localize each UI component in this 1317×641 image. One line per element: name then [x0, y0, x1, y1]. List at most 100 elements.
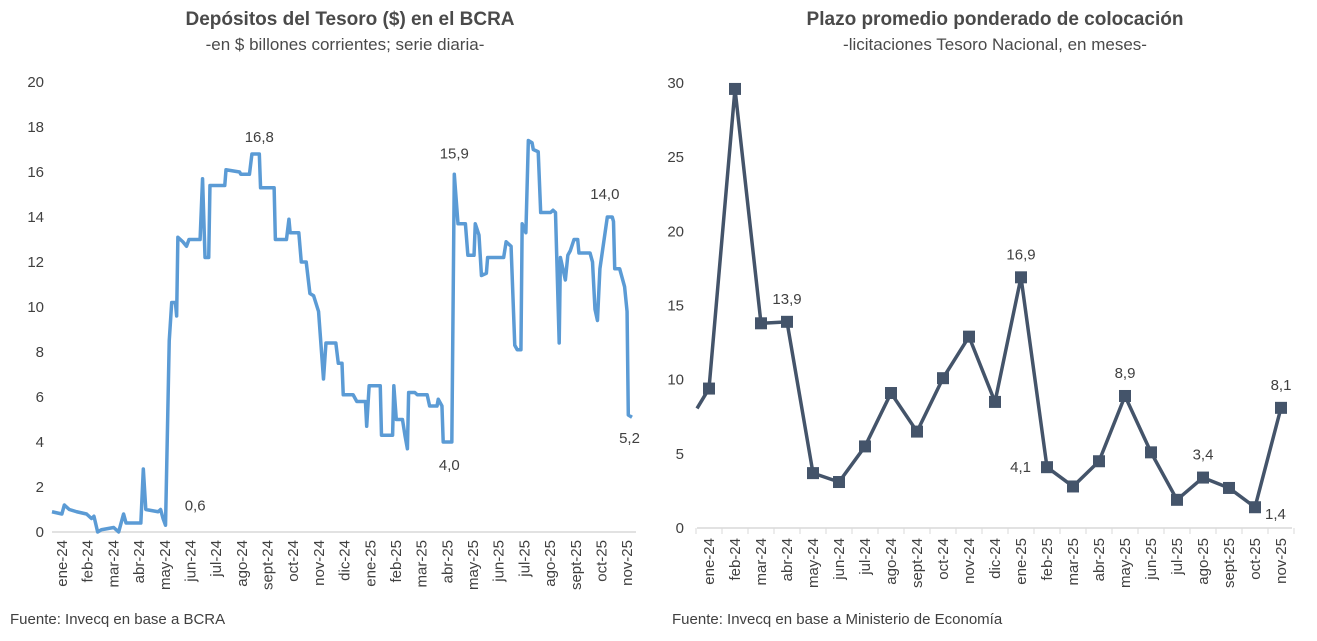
right-series-marker [1171, 493, 1183, 506]
right-series-marker [989, 395, 1001, 408]
right-x-tick-label: dic-24 [987, 538, 1004, 579]
right-x-tick-label: abr-24 [779, 538, 796, 581]
left-x-tick-label: may-24 [157, 540, 174, 590]
left-data-label: 5,2 [619, 430, 640, 447]
right-data-label: 3,4 [1193, 447, 1214, 464]
right-series-marker [1275, 401, 1287, 414]
right-chart-source: Fuente: Invecq en base a Ministerio de E… [672, 611, 1003, 628]
right-y-tick-label: 0 [676, 520, 684, 537]
right-series-marker [859, 440, 871, 453]
left-x-tick-label: mar-25 [414, 540, 431, 588]
right-series-marker [1067, 480, 1079, 493]
right-data-label: 13,9 [772, 291, 801, 308]
left-x-tick-label: jun-25 [491, 540, 508, 583]
right-series-marker [1015, 271, 1027, 284]
right-series-marker [833, 476, 845, 489]
left-x-tick-label: jul-24 [208, 540, 225, 578]
left-y-tick-label: 2 [36, 479, 44, 496]
right-series-marker [781, 315, 793, 328]
left-x-tick-label: oct-25 [593, 540, 610, 582]
right-x-tick-label: ene-25 [1013, 538, 1030, 585]
right-x-tick-label: jul-25 [1169, 538, 1186, 576]
left-x-tick-label: ago-24 [234, 540, 251, 587]
left-x-tick-label: feb-24 [80, 540, 97, 583]
right-series-marker [703, 382, 715, 395]
right-x-tick-label: ene-24 [701, 538, 718, 585]
left-chart-subtitle: -en $ billones corrientes; serie diaria- [205, 35, 485, 54]
right-series-marker [755, 317, 767, 330]
right-series-marker [937, 372, 949, 385]
left-x-tick-label: ene-24 [54, 540, 71, 587]
left-x-tick-label: abr-25 [439, 540, 456, 583]
right-series-marker [807, 467, 819, 480]
left-x-tick-label: jul-25 [516, 540, 533, 578]
right-x-tick-label: sept-25 [1221, 538, 1238, 588]
right-x-tick-label: abr-25 [1091, 538, 1108, 581]
left-chart-source: Fuente: Invecq en base a BCRA [10, 611, 226, 628]
right-x-tick-label: nov-24 [961, 538, 978, 584]
right-y-tick-label: 25 [667, 149, 684, 166]
right-data-label: 8,9 [1115, 365, 1136, 382]
right-x-tick-label: ago-25 [1195, 538, 1212, 585]
right-data-label: 16,9 [1006, 246, 1035, 263]
right-series-marker [1223, 481, 1235, 494]
right-x-tick-label: nov-25 [1273, 538, 1290, 584]
right-series-marker [1041, 461, 1053, 474]
left-y-tick-label: 14 [27, 209, 44, 226]
left-series-line [51, 138, 633, 534]
right-y-tick-label: 5 [676, 446, 684, 463]
right-series-marker [1197, 471, 1209, 484]
right-x-tick-label: sept-24 [909, 538, 926, 588]
right-chart-title: Plazo promedio ponderado de colocación [806, 9, 1184, 30]
left-x-tick-label: sept-24 [260, 540, 277, 590]
right-series-marker [963, 330, 975, 343]
right-series-marker [1249, 501, 1261, 514]
left-x-tick-label: abr-24 [131, 540, 148, 583]
right-x-tick-label: feb-25 [1039, 538, 1056, 581]
right-series-marker [1145, 446, 1157, 459]
right-series-marker [1093, 455, 1105, 468]
left-x-tick-label: nov-25 [619, 540, 636, 586]
right-x-tick-label: mar-25 [1065, 538, 1082, 586]
right-x-tick-label: may-25 [1117, 538, 1134, 588]
right-y-tick-label: 30 [667, 75, 684, 92]
left-x-tick-label: sept-25 [568, 540, 585, 590]
left-x-tick-label: may-25 [465, 540, 482, 590]
right-series-marker [729, 82, 741, 95]
left-x-tick-label: ago-25 [542, 540, 559, 587]
right-x-tick-label: ago-24 [883, 538, 900, 585]
left-y-tick-label: 8 [36, 344, 44, 361]
left-x-tick-label: feb-25 [388, 540, 405, 583]
right-series-marker [885, 387, 897, 400]
left-data-label: 16,8 [245, 129, 274, 146]
left-data-label: 0,6 [185, 498, 206, 515]
left-y-tick-label: 20 [27, 74, 44, 91]
right-x-tick-label: may-24 [805, 538, 822, 588]
right-x-tick-label: feb-24 [727, 538, 744, 581]
left-data-label: 15,9 [440, 145, 469, 162]
left-y-tick-label: 18 [27, 119, 44, 136]
right-y-tick-label: 10 [667, 372, 684, 389]
right-x-tick-label: mar-24 [753, 538, 770, 586]
left-x-tick-label: oct-24 [285, 540, 302, 582]
right-x-tick-label: jul-24 [857, 538, 874, 576]
right-x-tick-label: oct-24 [935, 538, 952, 580]
right-series-marker [1119, 389, 1131, 402]
left-chart-title: Depósitos del Tesoro ($) en el BCRA [185, 9, 515, 30]
left-y-tick-label: 0 [36, 524, 44, 541]
left-x-tick-label: mar-24 [105, 540, 122, 588]
right-y-tick-label: 15 [667, 298, 684, 315]
left-data-label: 4,0 [439, 457, 460, 474]
right-x-tick-label: jun-24 [831, 538, 848, 581]
left-x-tick-label: nov-24 [311, 540, 328, 586]
left-x-tick-label: jun-24 [182, 540, 199, 583]
right-series-marker [911, 425, 923, 438]
left-y-tick-label: 4 [36, 434, 44, 451]
right-data-label: 1,4 [1265, 506, 1286, 523]
left-x-tick-label: dic-24 [337, 540, 354, 581]
right-y-tick-label: 20 [667, 223, 684, 240]
right-chart-subtitle: -licitaciones Tesoro Nacional, en meses- [843, 35, 1147, 54]
right-x-tick-label: jun-25 [1143, 538, 1160, 581]
right-data-label: 8,1 [1271, 377, 1292, 394]
